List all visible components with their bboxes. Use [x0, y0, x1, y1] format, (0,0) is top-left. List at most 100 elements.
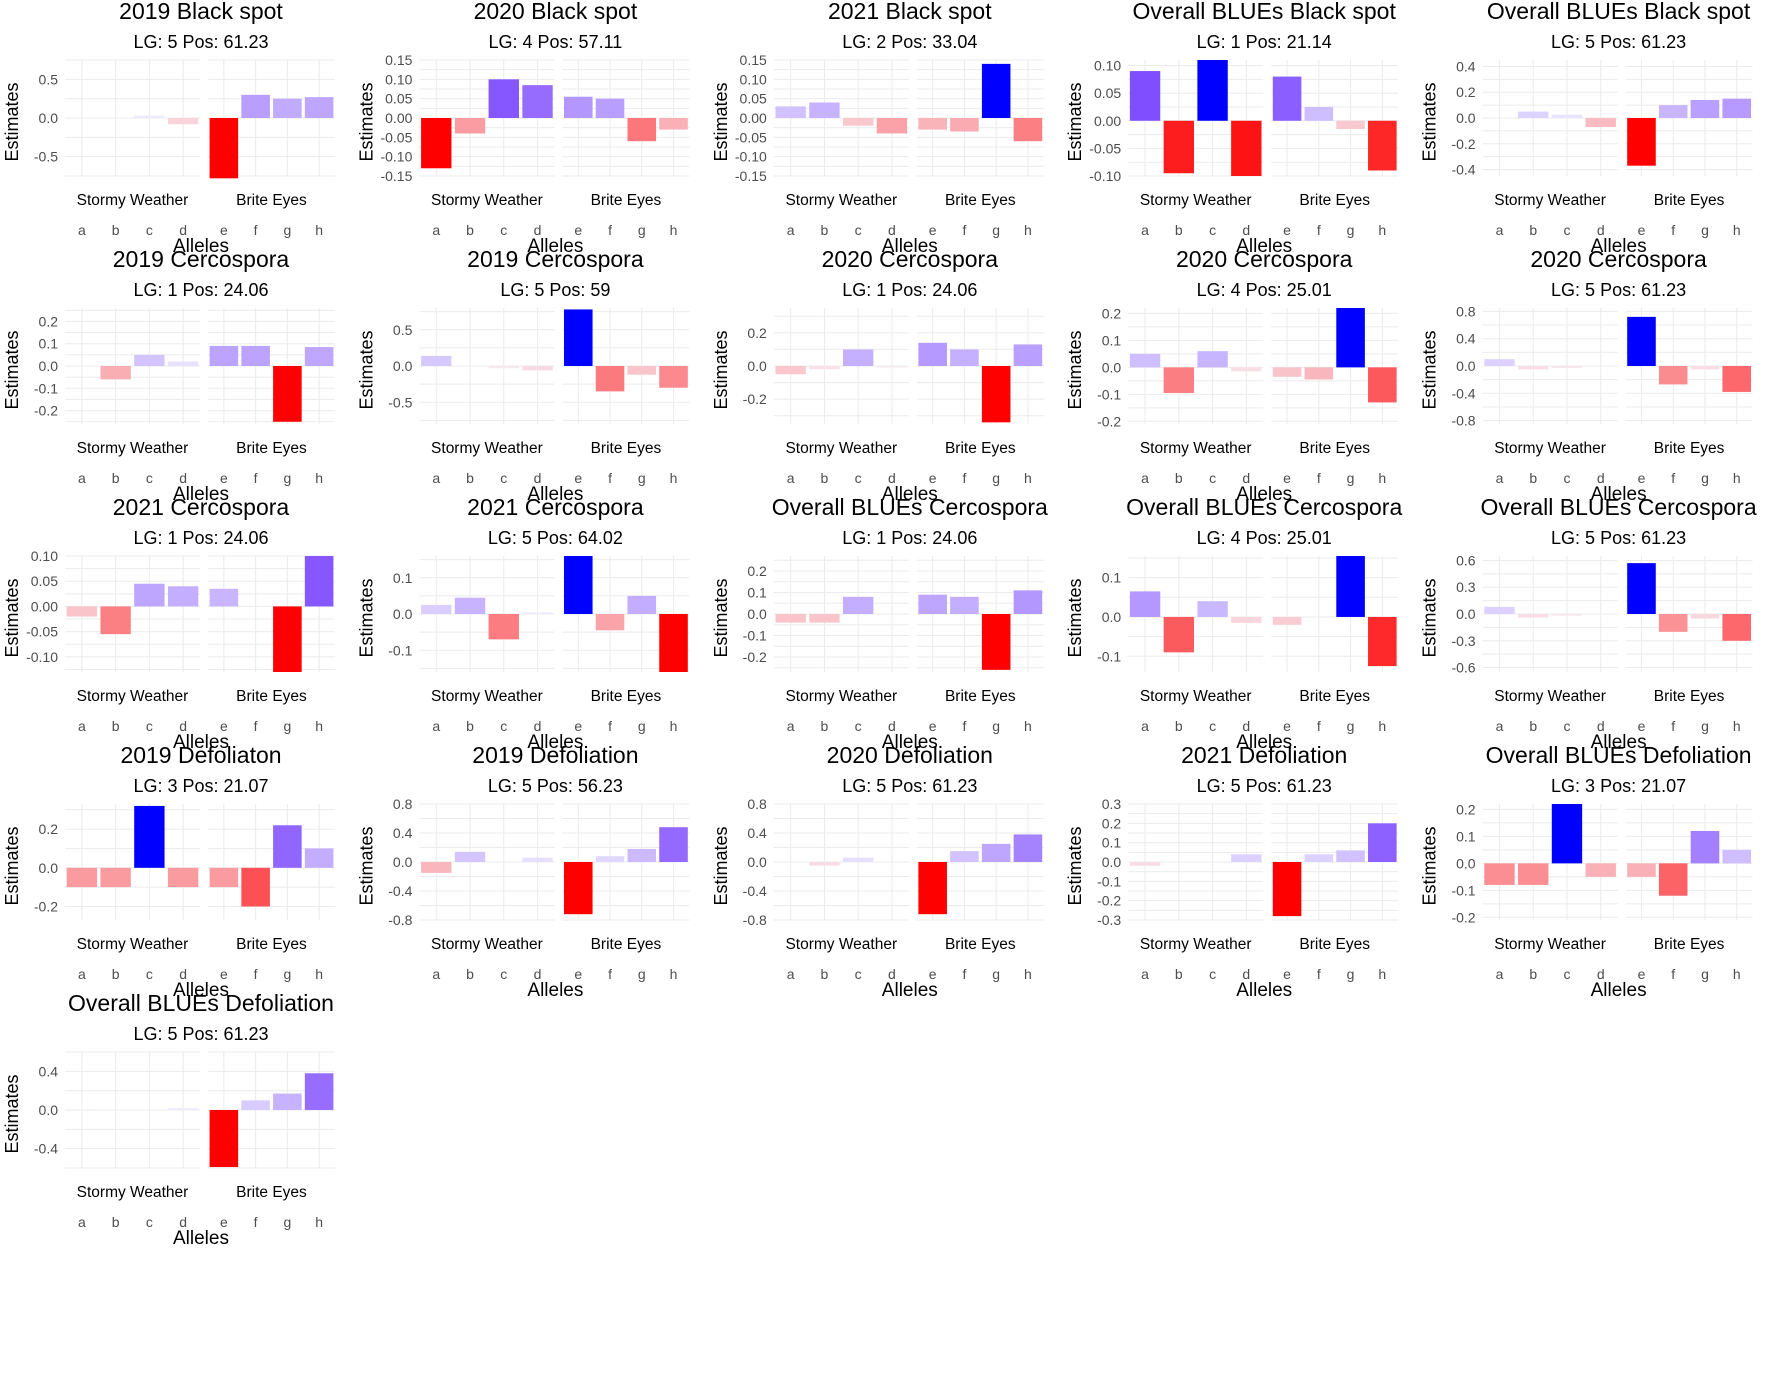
y-tick-label: -0.10	[1089, 168, 1121, 184]
allele-label: a	[1141, 966, 1149, 982]
y-tick-label: 0.1	[1102, 332, 1122, 348]
bar-a	[421, 118, 452, 169]
bar-b	[100, 606, 131, 635]
x-axis-title: Alleles	[173, 980, 229, 1001]
bar-f	[241, 1100, 270, 1110]
group-label: Stormy Weather	[431, 936, 543, 953]
y-tick-label: -0.2	[34, 403, 58, 419]
bar-d	[167, 586, 199, 607]
group-label: Stormy Weather	[77, 440, 189, 457]
bar-d	[167, 1108, 199, 1110]
bar-b	[1518, 366, 1549, 370]
y-tick-label: -0.1	[388, 642, 412, 658]
allele-label: h	[670, 718, 678, 734]
bar-d	[1231, 616, 1262, 623]
panel-title: 2020 Cercospora	[1176, 246, 1353, 272]
bar-h	[1368, 367, 1397, 403]
y-tick-label: 0.3	[1102, 796, 1122, 812]
y-axis-title: Estimates	[711, 330, 731, 409]
allele-label: e	[1283, 966, 1291, 982]
bar-f	[1658, 863, 1688, 896]
panel-title: 2020 Cercospora	[1530, 246, 1707, 272]
y-tick-label: -0.3	[1451, 633, 1475, 649]
panel-title: 2021 Defoliation	[1181, 742, 1347, 768]
y-tick-label: 0.2	[39, 313, 59, 329]
allele-label: a	[78, 1214, 86, 1230]
panel-title: 2020 Cercospora	[822, 246, 999, 272]
bar-h	[659, 614, 688, 672]
bar-a	[1129, 71, 1161, 121]
panel-20: Overall BLUEs Defoliation LG: 5 Pos: 61.2…	[2, 990, 335, 1249]
allele-label: f	[1671, 222, 1675, 238]
bar-b	[454, 118, 486, 134]
panel-5: 2019 Cercospora LG: 1 Pos: 24.06 Estimates…	[2, 246, 335, 505]
group-label: Brite Eyes	[236, 688, 307, 705]
allele-label: e	[220, 222, 228, 238]
allele-label: c	[500, 222, 507, 238]
bar-a	[66, 1110, 98, 1111]
y-axis-title: Estimates	[711, 826, 731, 905]
y-tick-label: -0.10	[380, 149, 412, 165]
bar-e	[563, 862, 593, 915]
allele-label: b	[112, 1214, 120, 1230]
bar-b	[1518, 614, 1549, 618]
allele-label: e	[574, 470, 582, 486]
y-axis-title: Estimates	[1420, 330, 1440, 409]
allele-label: c	[1209, 470, 1216, 486]
bar-h	[1722, 849, 1752, 864]
group-label: Stormy Weather	[431, 688, 543, 705]
group-label: Brite Eyes	[591, 192, 662, 209]
allele-label: g	[1701, 470, 1709, 486]
panel-title: Overall BLUEs Black spot	[1133, 0, 1397, 24]
group-label: Brite Eyes	[1299, 936, 1370, 953]
bar-g	[1690, 99, 1720, 118]
allele-label: d	[1242, 222, 1250, 238]
bar-d	[1231, 367, 1262, 372]
y-axis-title: Estimates	[1420, 578, 1440, 657]
allele-label: g	[283, 470, 291, 486]
allele-label: c	[146, 718, 153, 734]
bar-g	[1690, 830, 1720, 864]
allele-label: h	[315, 718, 323, 734]
allele-label: h	[1378, 222, 1386, 238]
allele-label: b	[1175, 222, 1183, 238]
group-label: Stormy Weather	[785, 192, 897, 209]
allele-label: a	[1496, 966, 1504, 982]
bar-b	[1163, 120, 1195, 174]
allele-label: e	[1283, 222, 1291, 238]
bar-c	[1551, 114, 1583, 118]
bar-f	[595, 614, 625, 631]
y-tick-label: -0.4	[388, 883, 412, 899]
panel-subtitle: LG: 5 Pos: 61.23	[133, 32, 268, 52]
group-label: Brite Eyes	[945, 192, 1016, 209]
y-tick-label: -0.1	[1097, 873, 1121, 889]
y-tick-label: 0.05	[740, 91, 767, 107]
bar-g	[981, 614, 1011, 670]
bar-b	[809, 614, 840, 623]
panel-subtitle: LG: 4 Pos: 57.11	[489, 32, 623, 52]
allele-label: e	[929, 966, 937, 982]
allele-label: a	[787, 222, 795, 238]
y-tick-label: 0.0	[1456, 110, 1476, 126]
panel-title: 2021 Cercospora	[113, 494, 290, 520]
y-tick-label: -0.5	[34, 149, 58, 165]
allele-label: d	[1597, 966, 1605, 982]
panel-title: 2019 Defoliation	[472, 742, 638, 768]
bar-g	[1336, 308, 1365, 368]
allele-label: e	[220, 718, 228, 734]
bar-g	[273, 1093, 302, 1110]
y-tick-label: 0.0	[393, 854, 413, 870]
allele-label: d	[179, 718, 187, 734]
panel-subtitle: LG: 5 Pos: 59	[500, 280, 610, 300]
y-tick-label: 0.0	[39, 358, 59, 374]
y-tick-label: -0.5	[388, 394, 412, 410]
bar-g	[627, 366, 657, 375]
y-tick-label: -0.15	[380, 168, 412, 184]
panel-subtitle: LG: 1 Pos: 24.06	[842, 280, 977, 300]
allele-label: f	[608, 470, 612, 486]
group-label: Stormy Weather	[1140, 688, 1252, 705]
group-label: Brite Eyes	[1654, 440, 1725, 457]
y-axis-title: Estimates	[1065, 330, 1085, 409]
bar-h	[1368, 120, 1397, 171]
allele-label: h	[670, 470, 678, 486]
